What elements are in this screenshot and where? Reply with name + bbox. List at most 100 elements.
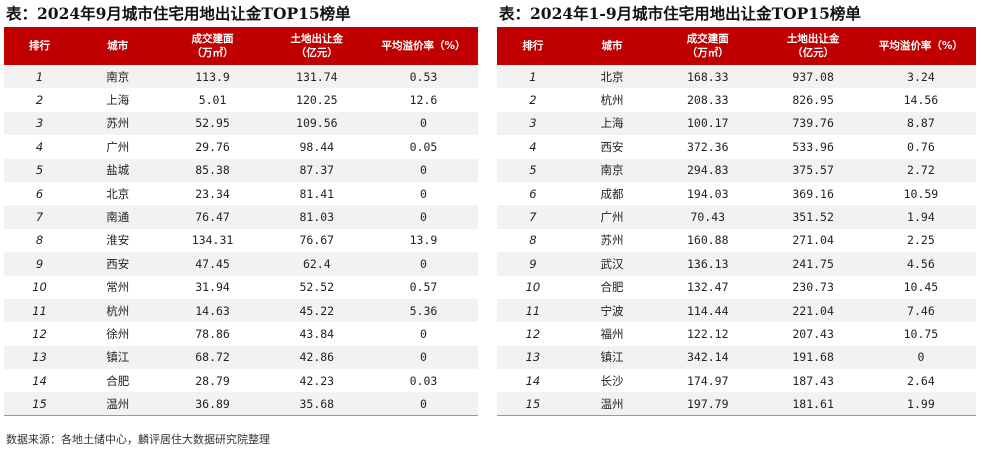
area-cell: 174.97 [686,373,729,388]
premium-cell: 13.9 [409,233,438,248]
fee-cell: 271.04 [792,233,834,248]
rank-cell: 15 [4,392,76,417]
premium-cell: 4.56 [907,256,935,271]
rank-cell: 5 [35,163,44,178]
right-table-body: 1 北京 168.33 937.08 3.24 2 杭州 208.33 826.95 14.56 3… [497,65,976,417]
premium-cell: 2.72 [907,163,935,178]
rank-cell: 13 [525,350,541,365]
premium-cell: 1.94 [907,210,935,225]
rank-cell: 8 [35,233,44,248]
header-fee-line1: 土地出让金 [290,33,344,45]
rank-cell: 10 [525,280,541,295]
city-cell: 上海 [106,93,130,108]
city-cell: 杭州 [600,93,624,108]
city-cell: 徐州 [106,326,130,341]
header-area-line2: （万㎡） [686,47,729,59]
city-cell: 南通 [106,210,130,225]
rank-cell: 1 [35,69,44,84]
header-area: 成交建面 （万㎡） [655,27,760,65]
fee-cell: 131.74 [296,69,338,84]
rank-cell: 14 [32,373,47,388]
fee-cell: 826.95 [792,93,834,108]
premium-cell: 10.45 [903,280,939,295]
rank-cell: 12 [525,326,541,341]
premium-cell: 7.46 [907,303,935,318]
area-cell: 160.88 [686,233,729,248]
city-cell: 南京 [600,163,624,178]
table-row: 3 上海 100.17 739.76 8.87 [497,111,976,136]
rank-cell: 6 [35,186,44,201]
fee-cell: 35.68 [264,392,369,417]
table-row: 5 南京 294.83 375.57 2.72 [497,158,976,182]
premium-cell: 0.53 [409,69,438,84]
table-row: 3 苏州 52.95 109.56 0 [4,111,478,136]
table-row: 1 南京 113.9 131.74 0.53 [4,65,478,89]
city-cell: 温州 [568,392,656,417]
fee-cell: 42.23 [299,373,335,388]
area-cell: 114.44 [686,303,729,318]
premium-cell: 0.57 [409,280,438,295]
area-cell: 197.79 [655,392,761,417]
header-rank: 排行 [29,40,51,52]
fee-cell: 351.52 [792,210,834,225]
area-cell: 14.63 [195,303,230,318]
header-area-line2: （万㎡） [191,47,234,59]
city-cell: 西安 [106,256,130,271]
table-row: 12 徐州 78.86 43.84 0 [4,322,478,346]
table-row: 11 杭州 14.63 45.22 5.36 [4,298,478,323]
area-cell: 31.94 [195,280,230,295]
area-cell: 342.14 [686,350,729,365]
area-cell: 70.43 [690,210,726,225]
area-cell: 113.9 [195,69,230,84]
premium-cell: 0 [368,392,478,417]
table-row: 6 北京 23.34 81.41 0 [4,181,478,206]
table-row: 10 合肥 132.47 230.73 10.45 [497,275,976,299]
table-row: 14 长沙 174.97 187.43 2.64 [497,369,976,393]
rank-cell: 13 [32,350,47,365]
rank-cell: 11 [32,303,47,318]
fee-cell: 181.61 [760,392,866,417]
fee-cell: 230.73 [792,280,834,295]
right-table-title: 表：2024年1-9月城市住宅用地出让金TOP15榜单 [499,4,861,23]
premium-cell: 0 [420,116,427,131]
table-row: 4 广州 29.76 98.44 0.05 [4,135,478,159]
table-row: 9 武汉 136.13 241.75 4.56 [497,252,976,276]
left-table-title: 表：2024年9月城市住宅用地出让金TOP15榜单 [6,4,351,23]
header-area-line1: 成交建面 [686,33,729,45]
area-cell: 132.47 [686,280,729,295]
rank-cell: 1 [529,69,537,84]
premium-cell: 12.6 [409,93,438,108]
city-cell: 苏州 [106,116,130,131]
header-premium: 平均溢价率（%） [878,40,963,52]
rank-cell: 9 [35,256,44,271]
premium-cell: 1.99 [865,392,976,417]
rank-cell: 4 [35,139,44,154]
rank-cell: 5 [529,163,537,178]
header-fee-line2: （亿元） [792,47,835,59]
premium-cell: 5.36 [409,303,438,318]
rank-cell: 7 [529,210,537,225]
data-source-note: 数据来源：各地土储中心，麟评居住大数据研究院整理 [6,433,270,446]
area-cell: 100.17 [686,116,729,131]
area-cell: 47.45 [195,256,230,271]
table-row: 2 杭州 208.33 826.95 14.56 [497,88,976,112]
city-cell: 南京 [106,69,130,84]
area-cell: 52.95 [195,116,230,131]
premium-cell: 0 [420,210,427,225]
header-area: 成交建面 （万㎡） [160,27,264,65]
fee-cell: 109.56 [296,116,338,131]
table-row: 6 成都 194.03 369.16 10.59 [497,181,976,206]
city-cell: 宁波 [600,303,624,318]
rank-cell: 15 [497,392,569,417]
left-ranking-table: 排行 城市 成交建面 （万㎡） 土地出让金 （亿元） 平均溢价率（%） 1 南京 113… [4,27,478,417]
table-row: 8 苏州 160.88 271.04 2.25 [497,228,976,253]
table-row: 1 北京 168.33 937.08 3.24 [497,65,976,89]
premium-cell: 0 [420,350,427,365]
table-row: 13 镇江 68.72 42.86 0 [4,345,478,370]
city-cell: 苏州 [600,233,624,248]
fee-cell: 369.16 [792,186,834,201]
city-cell: 镇江 [106,350,130,365]
premium-cell: 0 [420,326,427,341]
premium-cell: 3.24 [907,69,935,84]
fee-cell: 937.08 [792,69,834,84]
